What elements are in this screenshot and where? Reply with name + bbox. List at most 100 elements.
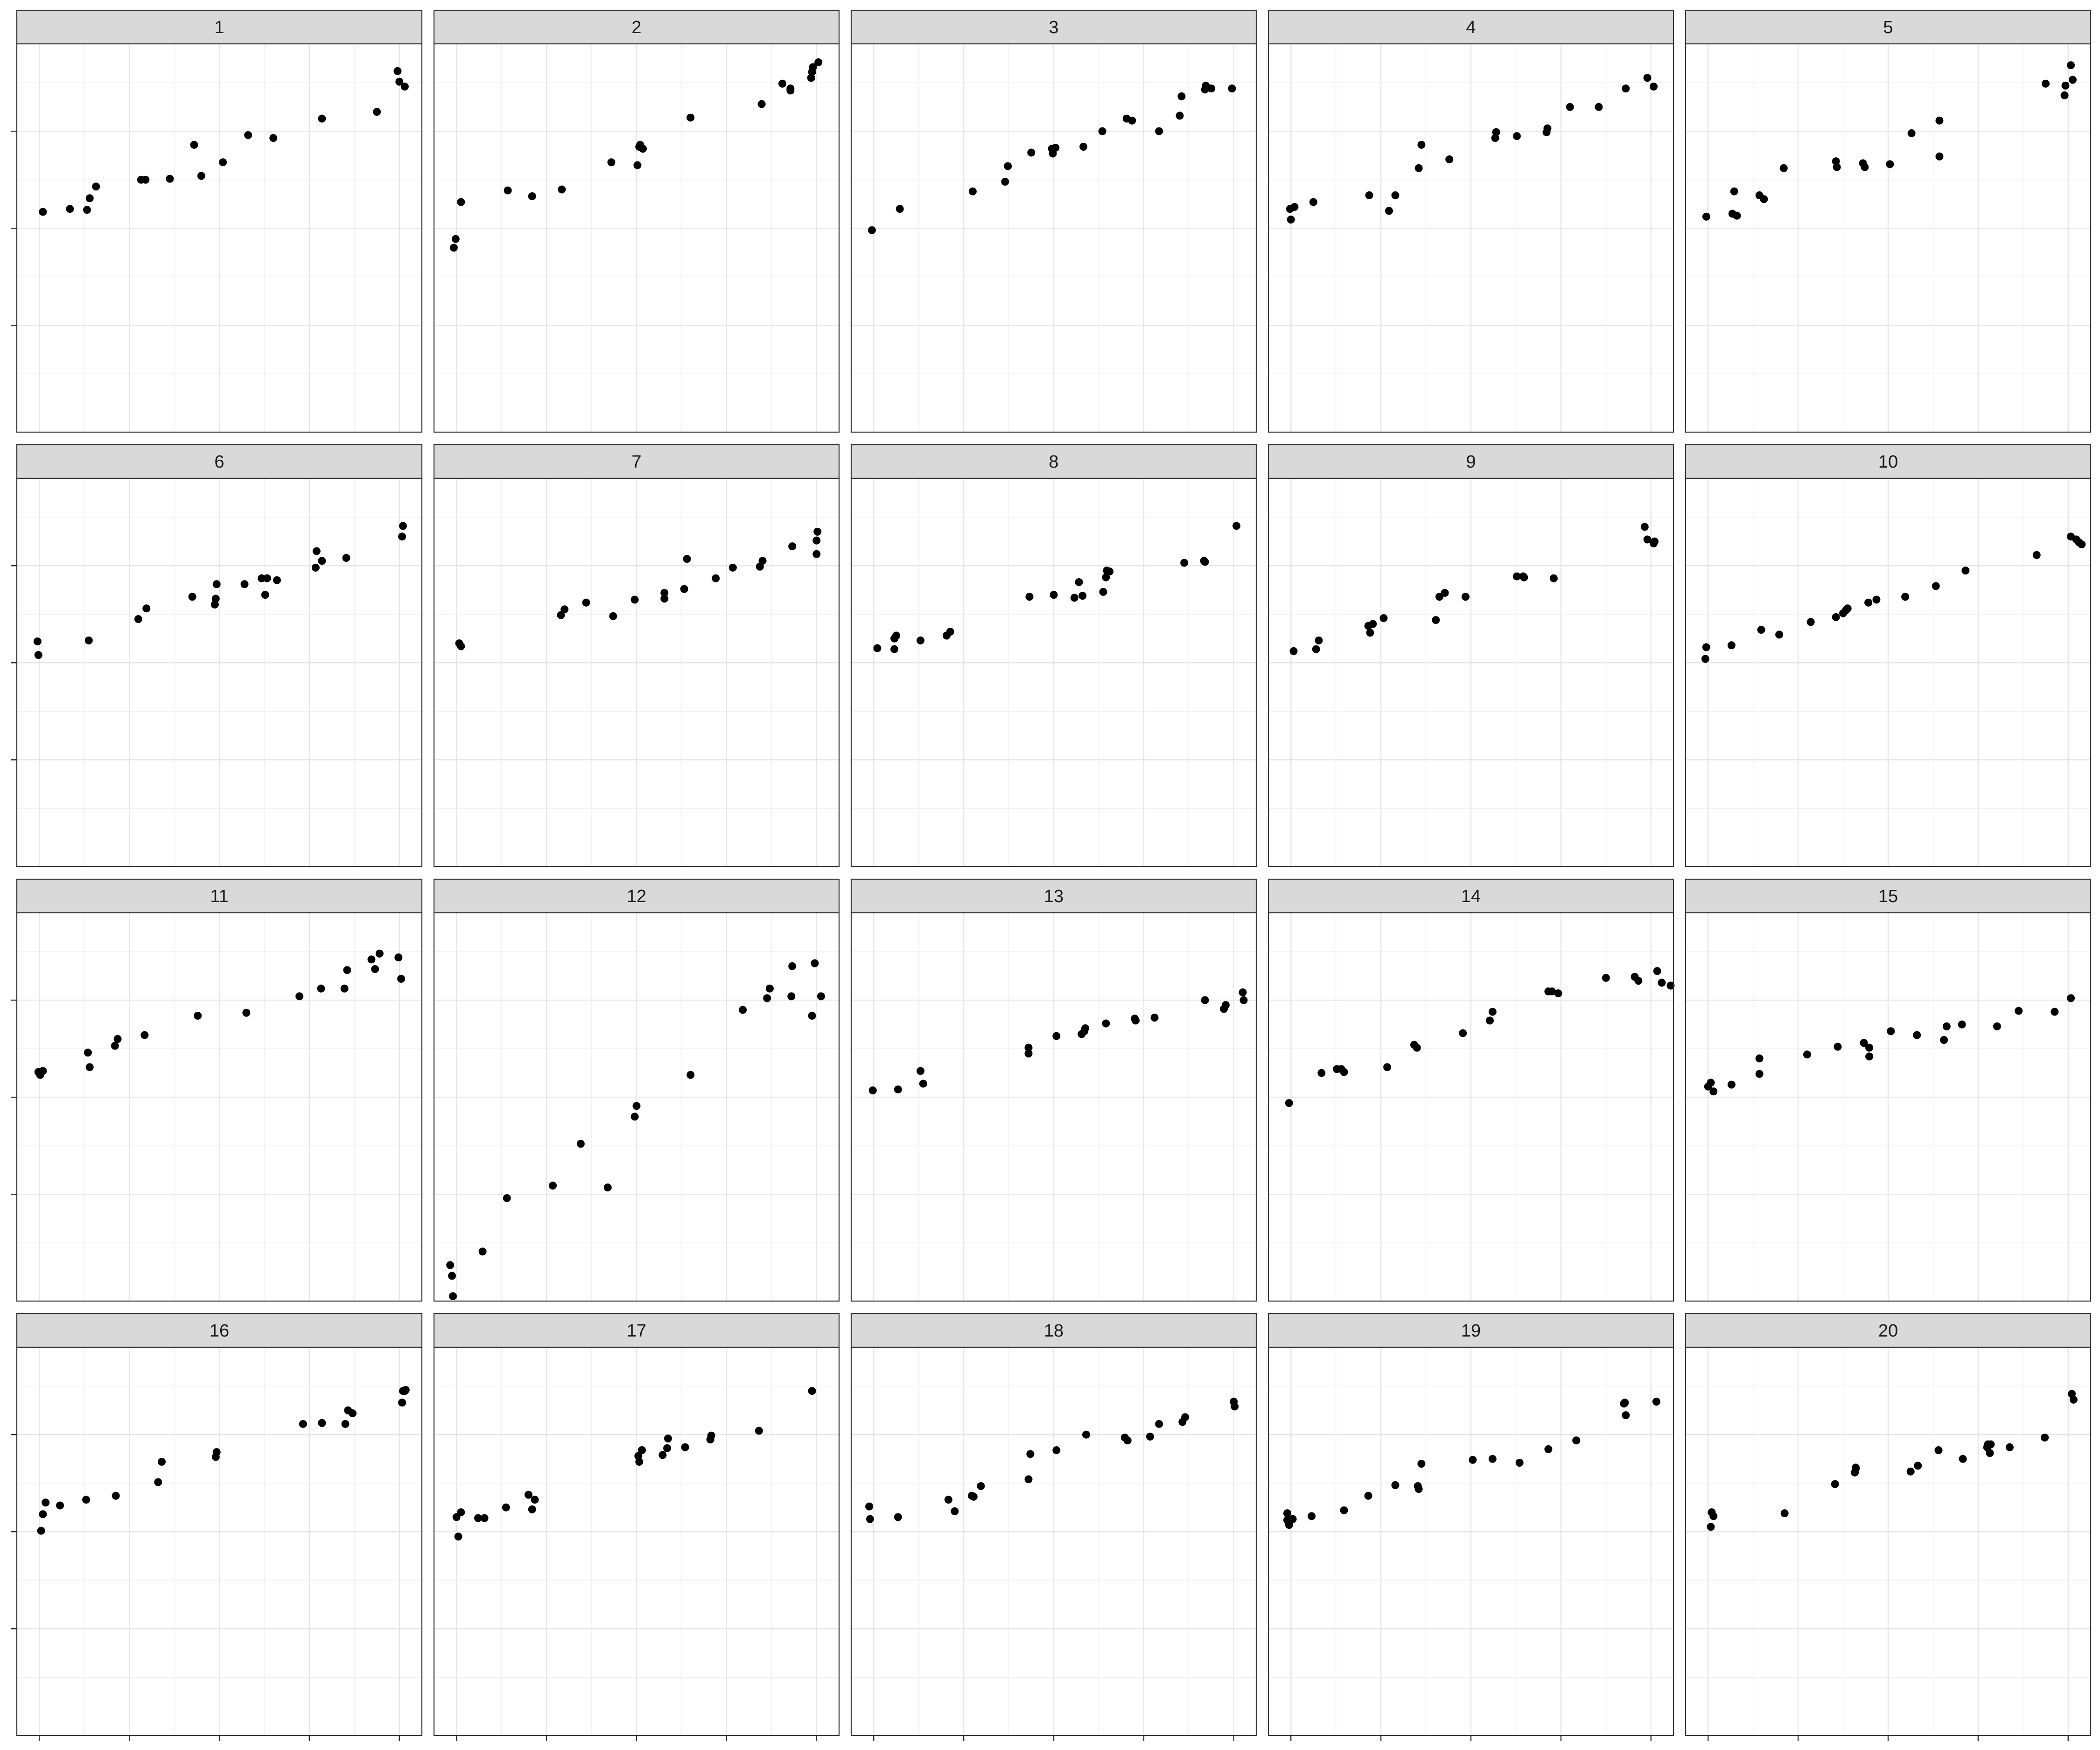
data-point — [342, 554, 350, 562]
data-point — [557, 611, 565, 619]
data-point — [1081, 1024, 1090, 1033]
data-point — [1727, 641, 1736, 650]
data-point — [531, 1496, 539, 1504]
data-point — [890, 645, 899, 653]
data-point — [343, 966, 351, 974]
data-point — [56, 1501, 64, 1510]
data-point — [1075, 578, 1083, 587]
data-point — [112, 1491, 120, 1500]
data-point — [1383, 1063, 1392, 1071]
data-point — [1757, 625, 1765, 634]
data-point — [82, 1496, 91, 1504]
data-point — [1733, 211, 1741, 220]
data-point — [1417, 1460, 1426, 1468]
data-point — [1621, 1399, 1629, 1407]
data-point — [681, 1443, 689, 1451]
facet-strip-label: 9 — [1466, 452, 1476, 472]
facet-panel-5: 5 — [1685, 9, 2092, 433]
data-point — [400, 83, 409, 91]
facet-strip — [16, 1313, 423, 1348]
data-point — [1520, 573, 1528, 581]
data-point — [1935, 152, 1944, 161]
data-point — [1024, 1050, 1033, 1058]
data-point — [348, 1409, 357, 1417]
facet-panel-18: 18 — [850, 1313, 1257, 1736]
data-point — [1864, 598, 1873, 607]
data-point — [1702, 212, 1710, 221]
data-point — [1099, 588, 1107, 596]
data-point — [1312, 645, 1320, 653]
facet-strip-label: 11 — [210, 887, 228, 906]
data-point — [1702, 643, 1710, 651]
data-point — [478, 1247, 487, 1256]
data-point — [1779, 164, 1788, 172]
panel-border — [1267, 477, 1674, 868]
data-point — [1340, 1068, 1348, 1076]
data-point — [1602, 973, 1610, 982]
data-point — [1379, 614, 1388, 623]
data-point — [892, 631, 900, 640]
data-point — [1079, 142, 1088, 151]
facet-panel-20: 20 — [1685, 1313, 2092, 1736]
data-point — [788, 962, 797, 970]
facet-strip-label: 10 — [1878, 452, 1898, 472]
facet-strip — [16, 9, 423, 45]
data-point — [1026, 1450, 1035, 1458]
data-point — [865, 1502, 874, 1511]
data-point — [1843, 604, 1852, 613]
facet-strip — [16, 444, 423, 479]
facet-strip-label: 5 — [1883, 18, 1893, 37]
data-point — [318, 1419, 326, 1427]
data-point — [340, 984, 349, 993]
data-point — [1315, 636, 1323, 644]
data-point — [1653, 967, 1661, 975]
facet-panel-17: 17 — [433, 1313, 840, 1736]
facet-strip — [433, 1313, 840, 1348]
data-point — [1459, 1029, 1467, 1037]
panel-border — [16, 43, 423, 433]
data-point — [755, 1427, 763, 1435]
data-point — [866, 1515, 875, 1523]
data-point — [1658, 979, 1666, 987]
data-point — [451, 235, 460, 243]
data-point — [582, 598, 590, 607]
data-point — [371, 965, 379, 973]
facet-strip-label: 3 — [1049, 18, 1058, 37]
data-point — [638, 1446, 646, 1454]
data-point — [39, 1067, 47, 1075]
panel-border — [16, 477, 423, 868]
data-point — [560, 605, 569, 614]
data-point — [660, 595, 669, 603]
data-point — [401, 1386, 410, 1394]
data-point — [34, 651, 42, 659]
data-point — [763, 994, 771, 1002]
data-point — [457, 642, 465, 651]
data-point — [373, 108, 381, 116]
facet-strip-label: 7 — [631, 452, 641, 472]
data-point — [393, 67, 402, 75]
data-point — [457, 198, 465, 206]
facet-strip — [850, 444, 1257, 479]
data-point — [240, 580, 249, 588]
facet-strip-label: 2 — [631, 18, 641, 37]
data-point — [1486, 1016, 1494, 1025]
data-point — [969, 1492, 978, 1501]
data-point — [212, 580, 221, 588]
facet-strip-label: 14 — [1461, 887, 1481, 906]
data-point — [1150, 1014, 1159, 1022]
data-point — [1391, 191, 1400, 199]
data-point — [1417, 140, 1426, 149]
data-point — [549, 1181, 557, 1190]
data-point — [84, 636, 93, 644]
data-point — [894, 1085, 902, 1094]
data-point — [1643, 535, 1652, 544]
data-point — [1780, 1509, 1789, 1518]
data-point — [1861, 163, 1869, 171]
data-point — [2032, 551, 2041, 559]
facet-panel-12: 12 — [433, 878, 840, 1302]
panel-border — [433, 477, 840, 868]
data-point — [1488, 1008, 1497, 1016]
facet-strip-label: 17 — [627, 1321, 646, 1341]
facet-panel-19: 19 — [1267, 1313, 1674, 1736]
